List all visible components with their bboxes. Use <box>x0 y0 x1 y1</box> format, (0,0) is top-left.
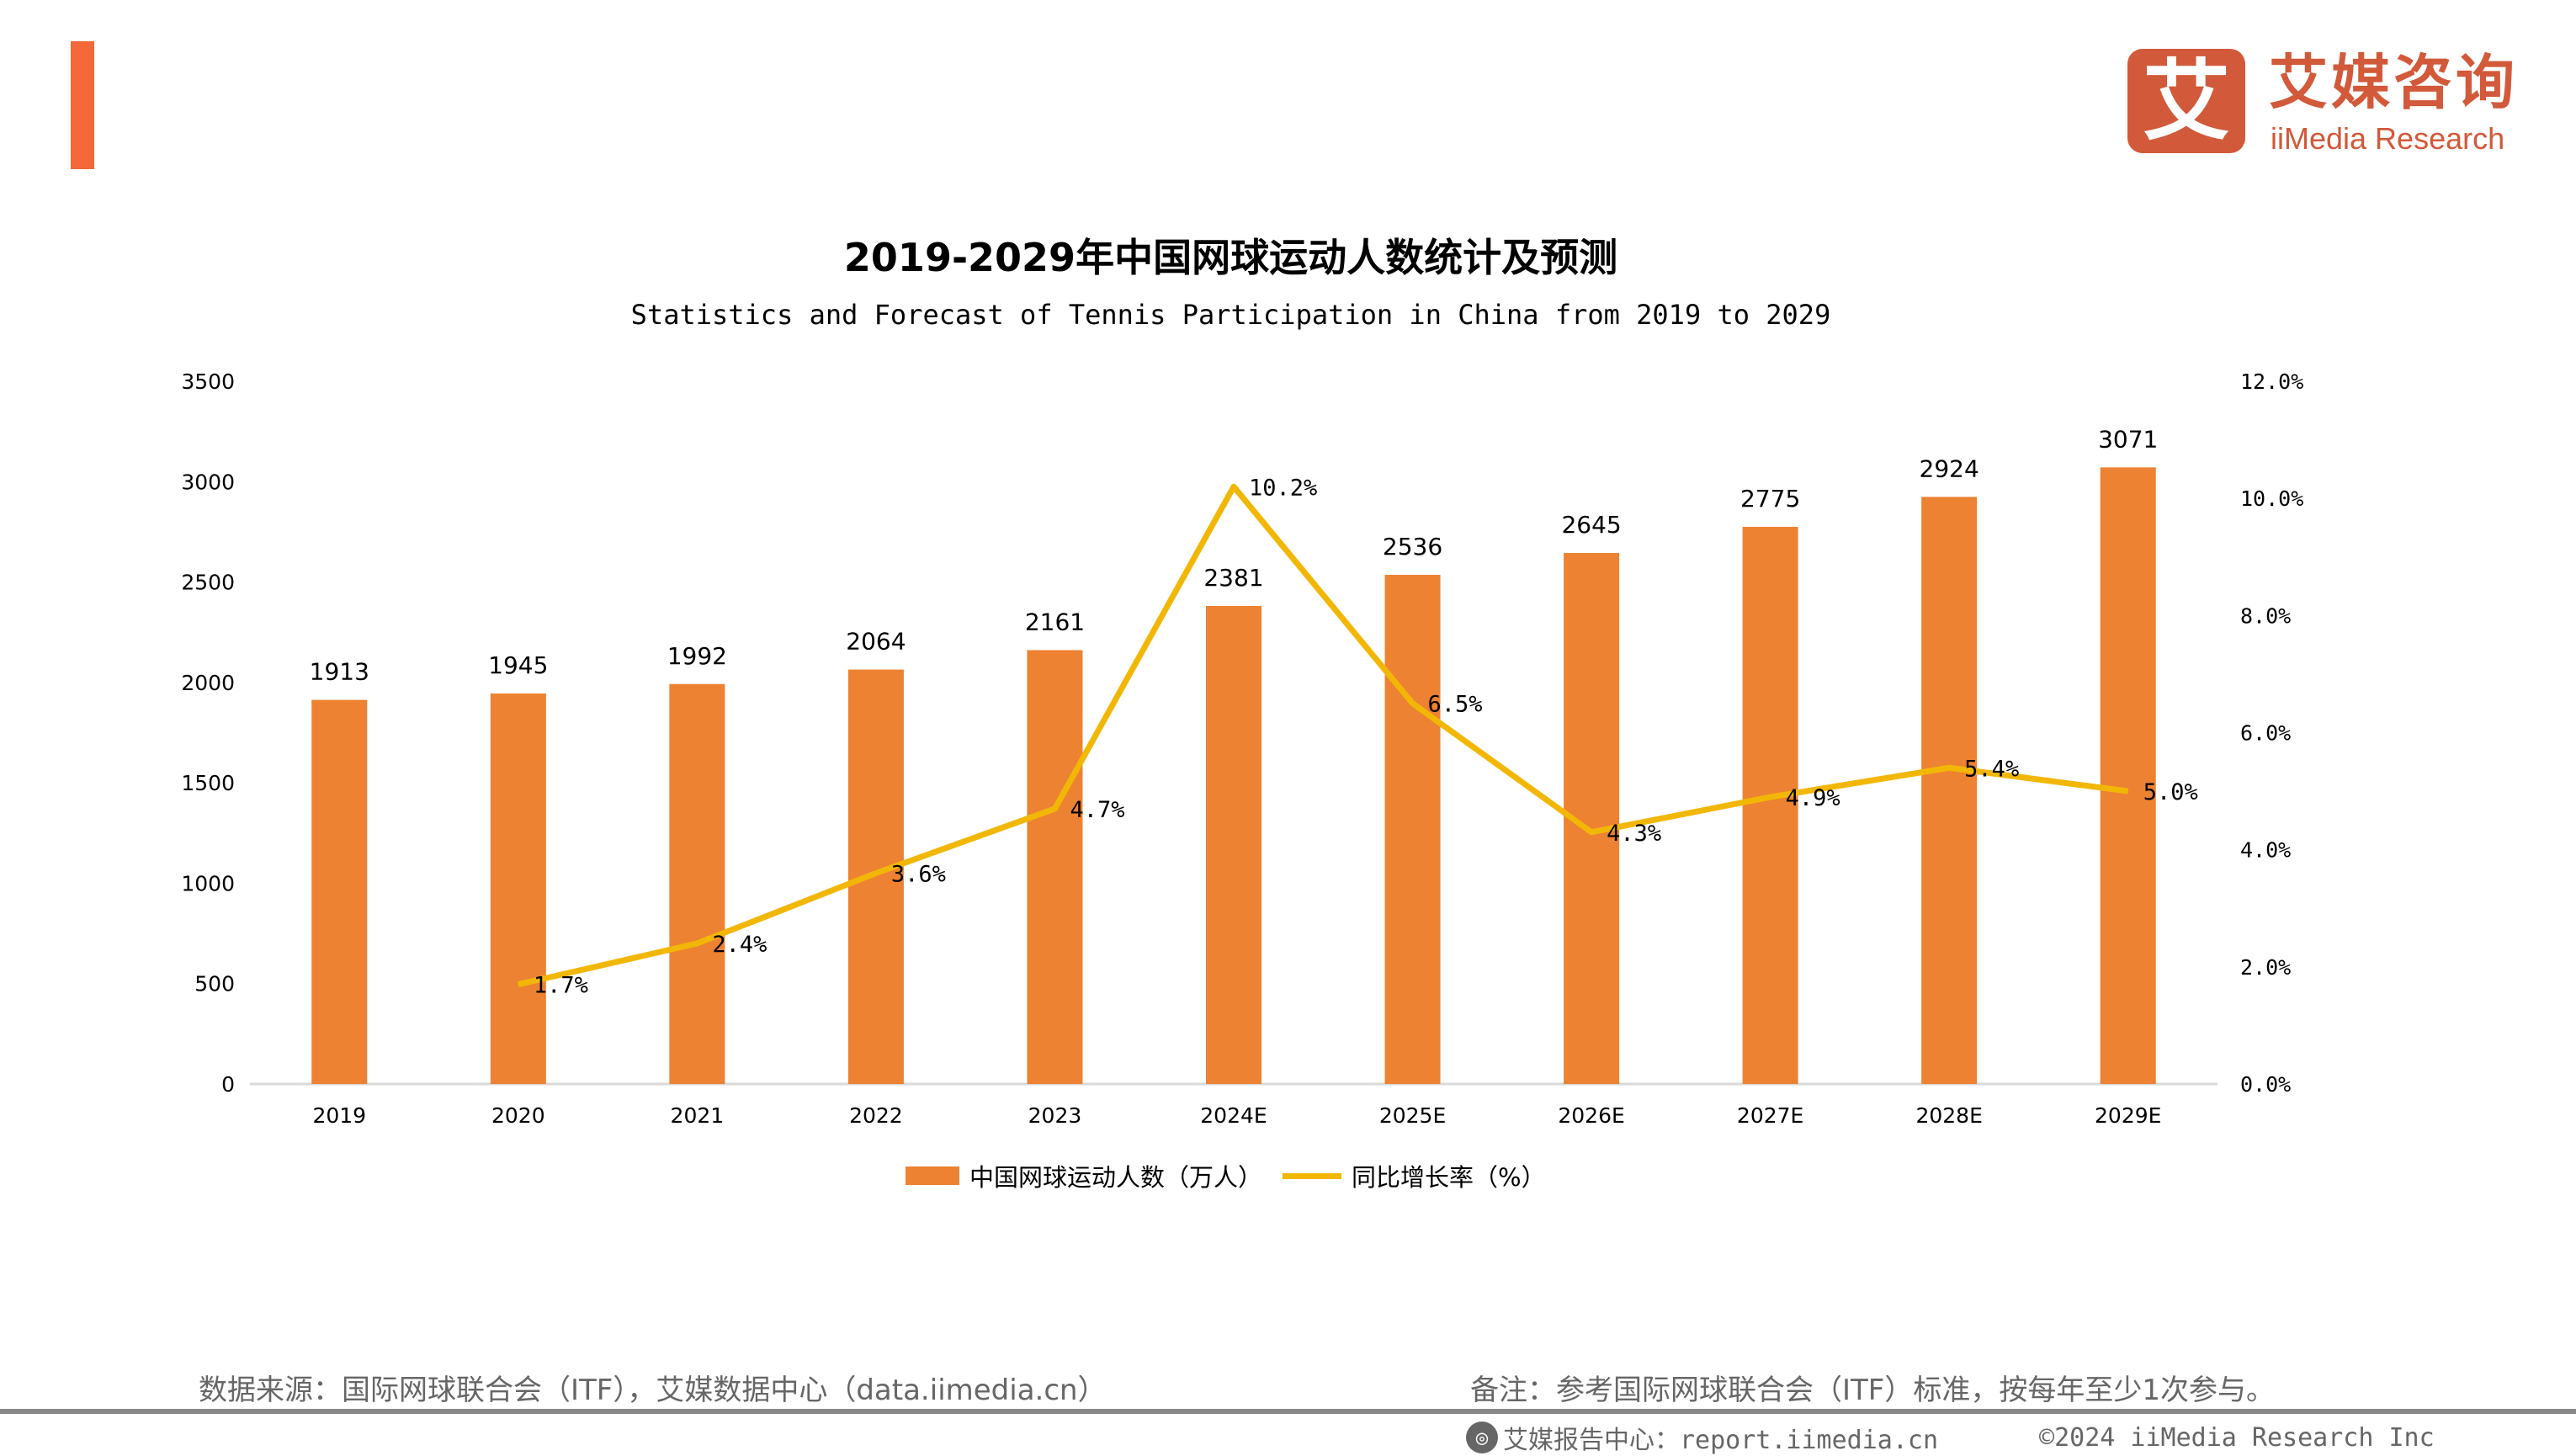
right-tick-label: 10.0% <box>2240 486 2303 511</box>
report-center-link[interactable]: 艾媒报告中心：report.iimedia.cn <box>1503 1426 1939 1455</box>
line-data-label: 10.2% <box>1249 475 1317 501</box>
left-tick-label: 3000 <box>181 470 235 494</box>
bar <box>669 683 725 1084</box>
right-tick-label: 12.0% <box>2240 369 2303 394</box>
bar-data-label: 2536 <box>1383 533 1442 561</box>
logo-en-text: iiMedia Research <box>2271 121 2505 156</box>
right-tick-label: 0.0% <box>2240 1072 2291 1097</box>
logo-mark: 艾 <box>2127 49 2245 153</box>
chart-subtitle: Statistics and Forecast of Tennis Partic… <box>630 299 1831 331</box>
left-tick-label: 1000 <box>181 871 235 895</box>
x-tick-label: 2023 <box>1028 1103 1082 1128</box>
bar <box>1921 497 1978 1084</box>
x-tick-label: 2025E <box>1379 1103 1446 1128</box>
bar-data-label: 2775 <box>1740 485 1800 513</box>
bar <box>847 669 904 1084</box>
bar-data-label: 1945 <box>488 651 548 679</box>
accent-bar <box>71 41 94 169</box>
growth-rate-line <box>518 483 2129 988</box>
left-tick-label: 500 <box>194 972 235 996</box>
footer-bar: ◎ 艾媒报告中心：report.iimedia.cn ©2024 iiMedia… <box>1466 1419 2435 1456</box>
bar <box>2100 467 2156 1084</box>
line-data-label: 3.6% <box>891 862 946 888</box>
bar <box>1206 605 1261 1084</box>
bar-data-label: 2064 <box>846 628 906 656</box>
legend: 中国网球运动人数（万人） 同比增长率（%） <box>906 1158 1546 1193</box>
line-data-label: 2.4% <box>712 932 767 958</box>
bar-data-label: 3071 <box>2098 425 2158 453</box>
line-data-label: 4.9% <box>1786 785 1840 811</box>
x-tick-label: 2020 <box>491 1103 545 1128</box>
line-data-label: 4.7% <box>1070 797 1124 823</box>
legend-label-bar: 中国网球运动人数（万人） <box>969 1163 1263 1192</box>
left-tick-label: 1500 <box>181 771 235 795</box>
footer-divider <box>0 1409 2576 1414</box>
right-tick-label: 2.0% <box>2240 955 2291 980</box>
left-tick-label: 3500 <box>181 369 235 394</box>
bar <box>1742 526 1798 1084</box>
copyright: ©2024 iiMedia Research Inc <box>2039 1422 2435 1453</box>
source-note: 数据来源：国际网球联合会（ITF），艾媒数据中心（data.iimedia.cn… <box>199 1374 1107 1407</box>
legend-swatch-bar <box>906 1166 959 1185</box>
bar-data-label: 2645 <box>1561 511 1621 539</box>
bar-data-label: 1992 <box>667 642 727 670</box>
legend-label-line: 同比增长率（%） <box>1352 1163 1546 1192</box>
globe-icon: ◎ <box>1466 1421 1498 1453</box>
legend-swatch-line <box>1283 1172 1342 1179</box>
bar <box>490 693 546 1084</box>
line-data-label: 1.7% <box>534 973 588 999</box>
bar <box>1027 650 1083 1084</box>
x-tick-label: 2022 <box>849 1103 903 1128</box>
logo-cn-text: 艾媒咨询 <box>2269 48 2518 117</box>
left-tick-label: 2000 <box>181 671 235 695</box>
x-tick-label: 2021 <box>671 1103 725 1128</box>
bar-data-label: 1913 <box>310 658 369 686</box>
line-data-label: 6.5% <box>1428 692 1483 718</box>
bar-data-label: 2161 <box>1025 608 1085 635</box>
chart-title: 2019-2029年中国网球运动人数统计及预测 <box>843 235 1618 280</box>
line-data-label: 5.4% <box>1964 756 2019 782</box>
line-data-label: 5.0% <box>2143 779 2198 805</box>
right-tick-label: 8.0% <box>2240 603 2291 628</box>
bar-data-label: 2381 <box>1203 564 1263 592</box>
left-tick-label: 0 <box>221 1072 235 1097</box>
x-tick-label: 2026E <box>1558 1103 1624 1128</box>
bar-data-label: 2924 <box>1920 454 1979 482</box>
bar <box>311 699 368 1084</box>
x-tick-label: 2028E <box>1915 1103 1982 1128</box>
x-tick-label: 2024E <box>1200 1103 1267 1128</box>
x-tick-label: 2027E <box>1737 1103 1803 1128</box>
right-tick-label: 6.0% <box>2240 721 2291 746</box>
left-tick-label: 2500 <box>181 571 235 595</box>
right-tick-label: 4.0% <box>2240 838 2291 863</box>
bar <box>1384 574 1441 1084</box>
line-data-label: 4.3% <box>1607 821 1661 847</box>
remark-note: 备注：参考国际网球联合会（ITF）标准，按每年至少1次参与。 <box>1470 1374 2275 1407</box>
iimedia-logo: 艾 艾媒咨询 iiMedia Research <box>2127 49 2548 157</box>
x-tick-label: 2029E <box>2095 1103 2161 1128</box>
x-tick-label: 2019 <box>312 1103 366 1128</box>
